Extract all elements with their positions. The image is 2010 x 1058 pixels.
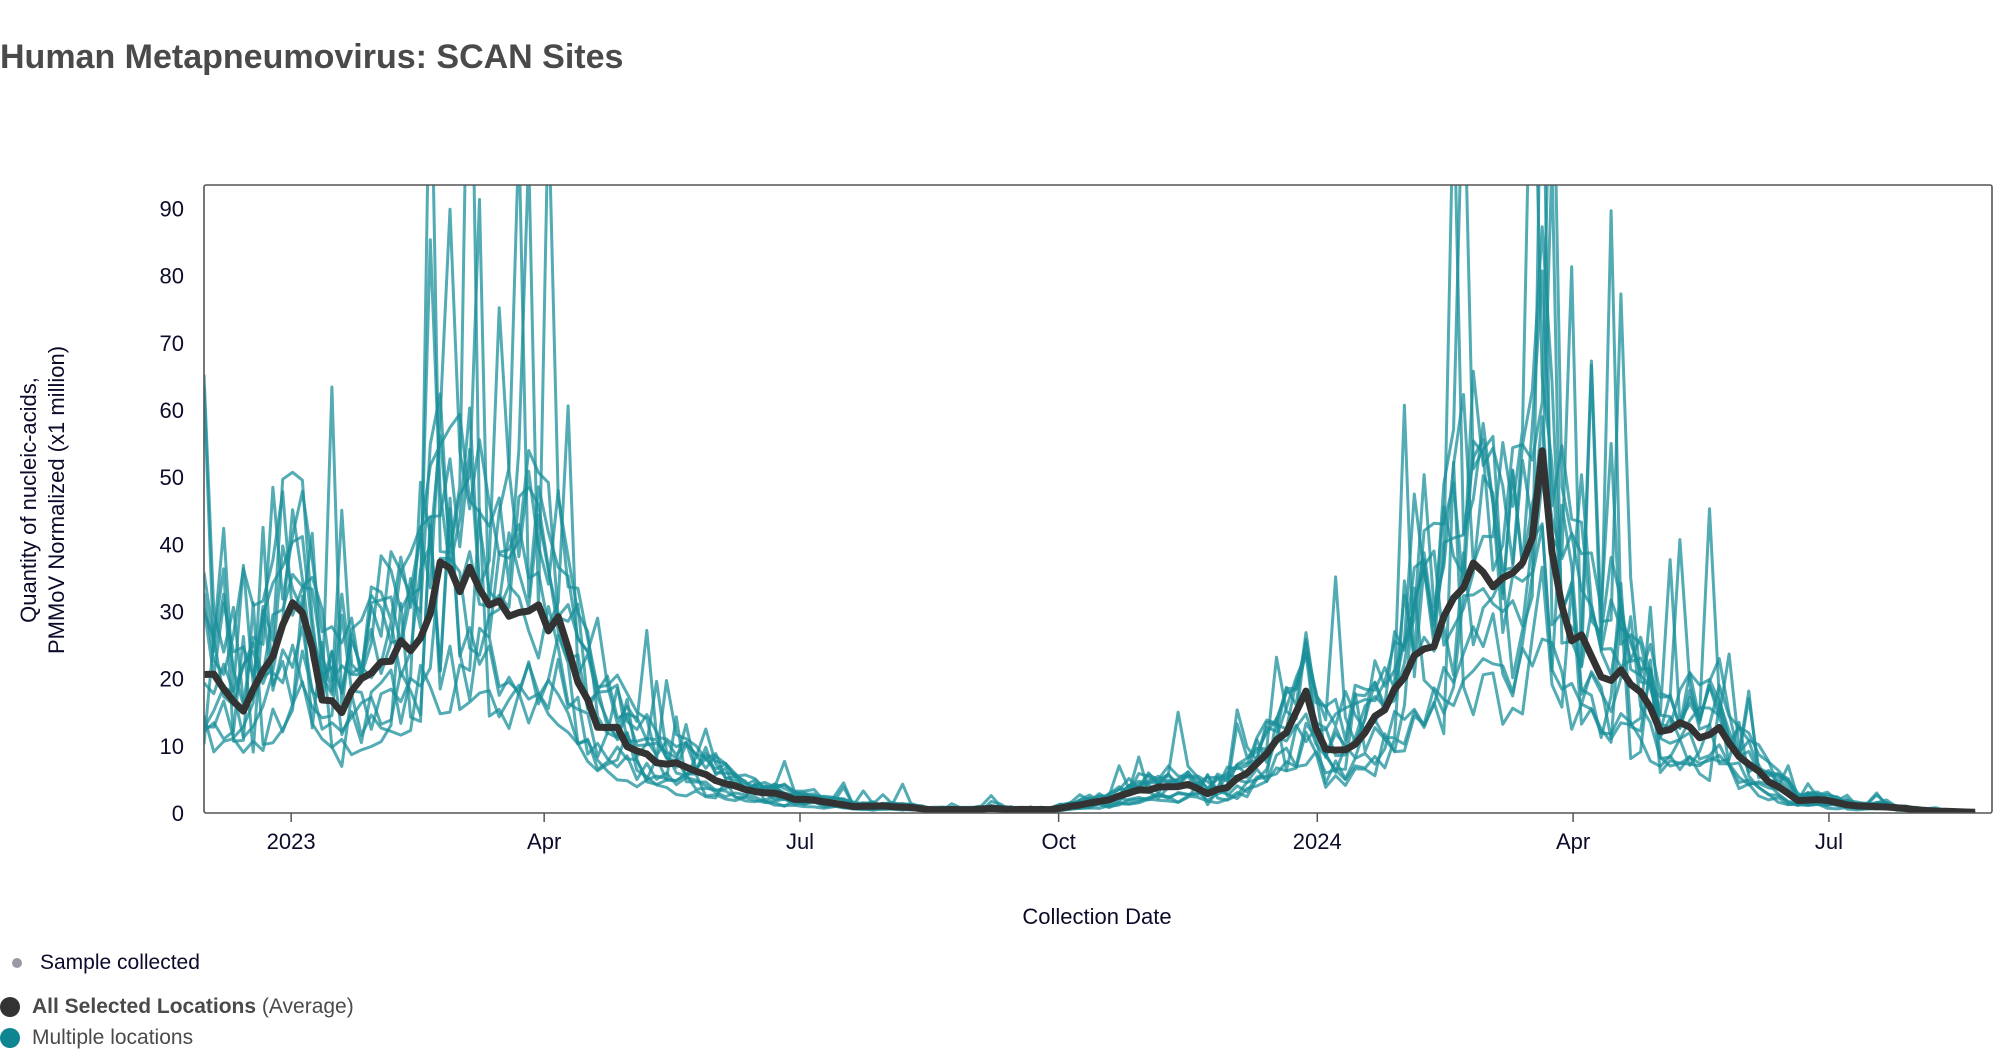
y-tick-label: 30	[160, 600, 184, 625]
x-tick-label: Jul	[786, 829, 814, 854]
y-tick-label: 70	[160, 331, 184, 356]
y-tick-label: 20	[160, 667, 184, 692]
site-series-group	[204, 185, 1976, 813]
average-series-group	[204, 447, 1976, 813]
legend-average[interactable]: All Selected Locations (Average)	[0, 995, 354, 1019]
y-tick-label: 0	[172, 801, 184, 826]
x-tick-label: 2024	[1293, 829, 1342, 854]
y-tick-label: 10	[160, 734, 184, 759]
legend-sites-label: Multiple locations	[32, 1026, 194, 1049]
legend-average-label: All Selected Locations	[32, 995, 257, 1018]
sites-dot-icon	[0, 1028, 20, 1048]
y-axis-title-line-1: Quantity of nucleic-acids,	[16, 377, 41, 623]
y-tick-label: 90	[160, 197, 184, 222]
chart-title: Human Metapneumovirus: SCAN Sites	[0, 38, 624, 76]
y-axis-title: Quantity of nucleic-acids, PMMoV Normali…	[16, 346, 69, 654]
sample-dot-icon	[12, 958, 22, 968]
plot-frame	[203, 184, 1993, 814]
y-axis-title-line-2: PMMoV Normalized (x1 million)	[44, 346, 69, 654]
legend-average-suffix: (Average)	[261, 995, 354, 1018]
x-axis: 2023 Apr Jul Oct 2024 Apr Jul	[267, 813, 1843, 854]
legend-multiple-locations[interactable]: Multiple locations	[0, 1026, 193, 1050]
x-tick-label: Apr	[527, 829, 561, 854]
x-tick-label: Jul	[1815, 829, 1843, 854]
y-tick-label: 80	[160, 264, 184, 289]
x-tick-label: Oct	[1042, 829, 1076, 854]
y-tick-label: 50	[160, 465, 184, 490]
legend-sample-label: Sample collected	[40, 951, 200, 974]
x-axis-title: Collection Date	[1022, 904, 1171, 929]
site-series-line	[204, 496, 1976, 813]
x-tick-label: Apr	[1556, 829, 1590, 854]
x-tick-label: 2023	[267, 829, 316, 854]
legend-sample-collected: Sample collected	[12, 951, 200, 975]
y-tick-label: 60	[160, 398, 184, 423]
average-dot-icon	[0, 997, 20, 1017]
average-series-line	[204, 447, 1976, 813]
y-axis: 0 10 20 30 40 50 60 70 80 90	[160, 197, 184, 826]
y-tick-label: 40	[160, 532, 184, 557]
